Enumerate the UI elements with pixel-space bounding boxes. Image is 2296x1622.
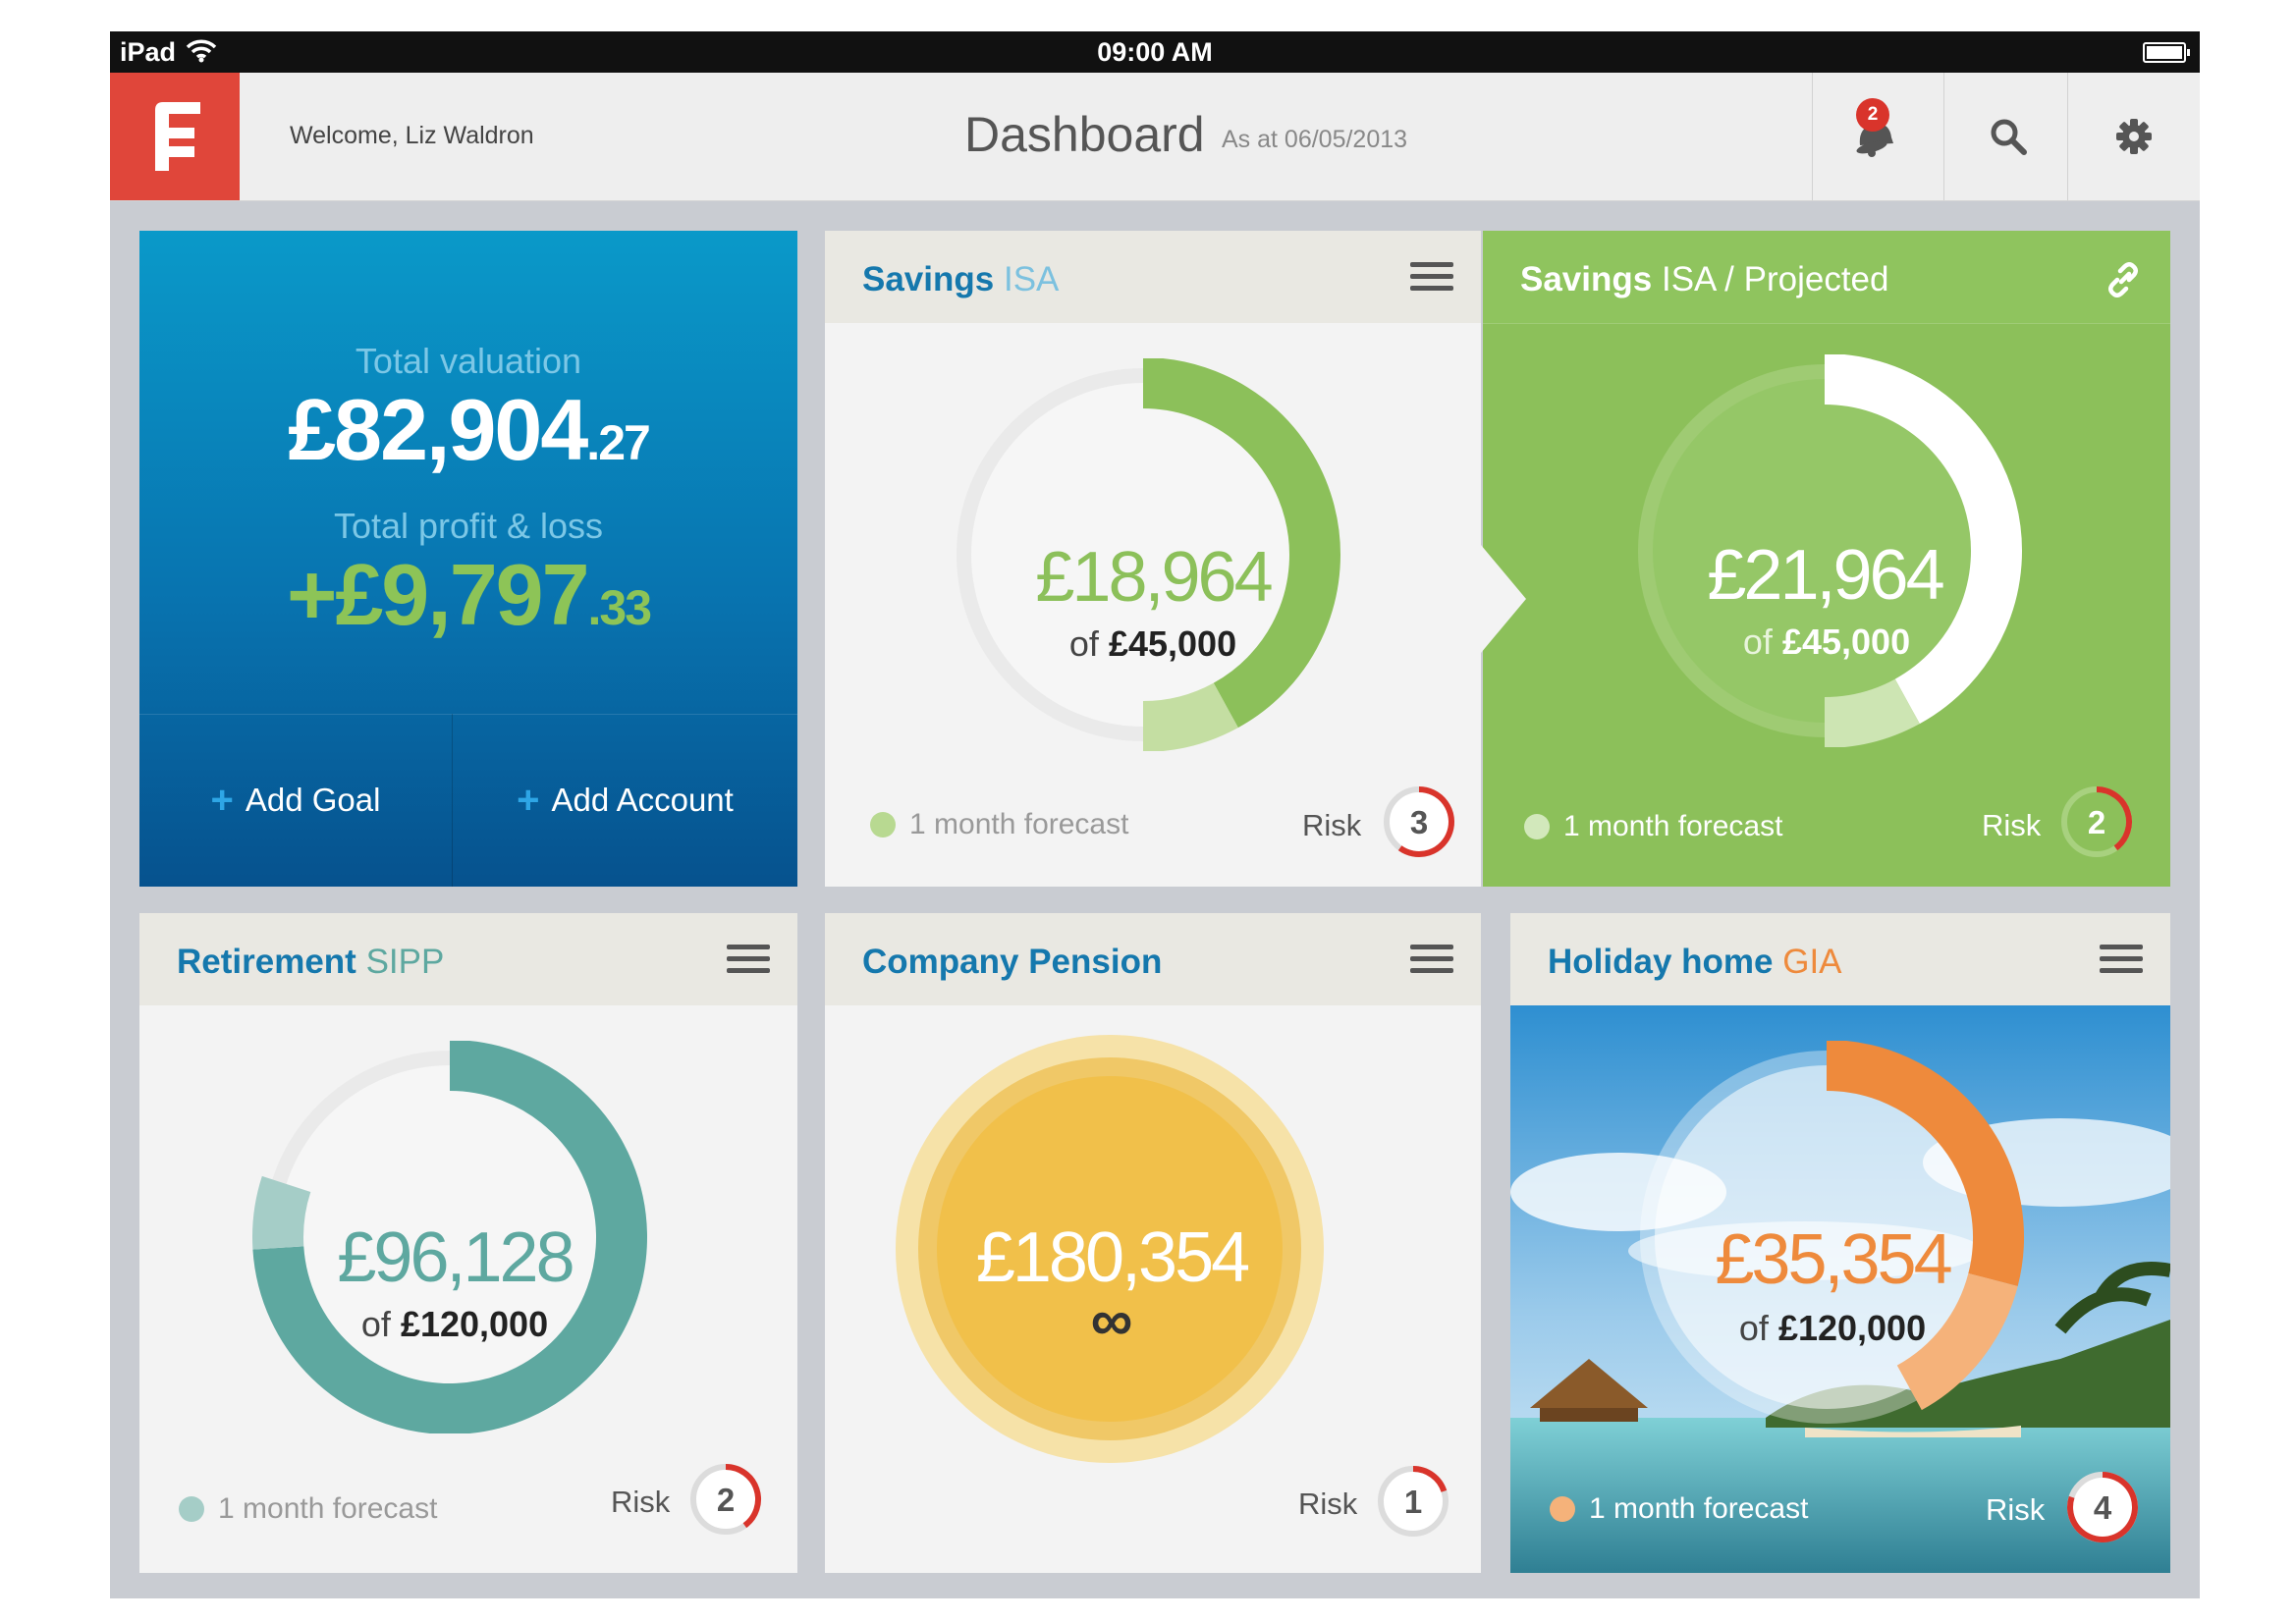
total-pl-value: +£9,797.33	[286, 546, 652, 643]
search-button[interactable]	[1943, 73, 2068, 200]
status-time: 09:00 AM	[1097, 37, 1213, 67]
as-at-date: As at 06/05/2013	[1222, 126, 1408, 153]
device-name: iPad	[120, 37, 177, 67]
menu-icon[interactable]	[2100, 943, 2143, 976]
infinity-icon: ∞	[1090, 1287, 1133, 1353]
retirement-amount: £96,128	[337, 1218, 574, 1297]
gear-icon	[2116, 119, 2152, 154]
card-title: Company Pension	[862, 943, 1163, 981]
menu-icon[interactable]	[1410, 943, 1453, 976]
risk-value: 2	[2088, 804, 2105, 840]
savings-target: of £45,000	[1068, 623, 1237, 664]
risk-indicator[interactable]: 1	[1375, 1463, 1451, 1540]
card-title: Holiday home GIA	[1548, 943, 1842, 981]
risk-label: Risk	[1302, 808, 1362, 842]
holiday-target: of £120,000	[1738, 1308, 1927, 1348]
savings-progress-ring	[957, 358, 1340, 751]
total-valuation-value: £82,904.27	[288, 381, 651, 478]
pension-amount: £180,354	[975, 1218, 1250, 1297]
savings-isa-card[interactable]: Savings ISA £18,964 of £45,000 1 month f…	[825, 231, 1481, 887]
wifi-icon	[186, 39, 217, 63]
forecast-legend: 1 month forecast	[1524, 810, 1782, 843]
link-icon[interactable]	[2104, 260, 2143, 299]
holiday-progress-ring	[1640, 1041, 2024, 1424]
ipad-screen: iPad 09:00 AM Welcome, Liz Waldron Dashb…	[110, 31, 2200, 1598]
status-bar: iPad 09:00 AM	[110, 31, 2200, 73]
logo-icon[interactable]	[110, 73, 240, 200]
company-pension-card[interactable]: Company Pension £180,354 ∞ Risk 1	[825, 913, 1481, 1573]
card-title: Retirement SIPP	[177, 943, 445, 981]
menu-icon[interactable]	[727, 943, 770, 976]
settings-button[interactable]	[2067, 73, 2200, 200]
forecast-legend: 1 month forecast	[870, 808, 1128, 841]
forecast-legend: 1 month forecast	[179, 1492, 437, 1526]
holiday-amount: £35,354	[1715, 1220, 1952, 1299]
card-title: Savings ISA / Projected	[1520, 260, 1889, 298]
total-valuation-label: Total valuation	[355, 341, 582, 381]
battery-icon	[2143, 42, 2190, 63]
risk-value: 4	[2094, 1489, 2112, 1526]
projected-progress-ring	[1638, 354, 2022, 747]
search-icon	[1991, 119, 2027, 155]
add-account-button[interactable]: + Add Account	[517, 778, 734, 822]
risk-label: Risk	[1982, 808, 2042, 842]
welcome-text: Welcome, Liz Waldron	[290, 122, 534, 149]
risk-indicator[interactable]: 2	[687, 1461, 764, 1538]
risk-indicator[interactable]: 4	[2064, 1469, 2141, 1545]
total-pl-label: Total profit & loss	[333, 506, 604, 546]
savings-projected-card[interactable]: Savings ISA / Projected £21,964 of £45,0…	[1481, 231, 2170, 887]
app-header: Welcome, Liz Waldron Dashboard As at 06/…	[110, 73, 2200, 201]
risk-value: 2	[717, 1482, 735, 1518]
risk-value: 3	[1410, 804, 1428, 840]
plus-icon: +	[210, 778, 234, 822]
savings-amount: £18,964	[1035, 538, 1273, 617]
risk-label: Risk	[1298, 1487, 1358, 1521]
forecast-legend: 1 month forecast	[1550, 1492, 1808, 1526]
add-goal-button[interactable]: + Add Goal	[210, 778, 381, 822]
summary-card: Total valuation £82,904.27 Total profit …	[139, 231, 797, 887]
pension-circle	[896, 1035, 1324, 1463]
holiday-home-card[interactable]: Holiday home GIA	[1510, 913, 2170, 1573]
menu-icon[interactable]	[1410, 260, 1453, 294]
plus-icon: +	[517, 778, 540, 822]
notification-badge: 2	[1856, 98, 1889, 132]
card-title: Savings ISA	[862, 260, 1060, 298]
risk-label: Risk	[1986, 1492, 2046, 1527]
risk-indicator[interactable]: 2	[2058, 784, 2135, 860]
transition-arrow-icon	[1481, 545, 1526, 653]
risk-value: 1	[1404, 1484, 1422, 1520]
projected-amount: £21,964	[1707, 536, 1944, 615]
retirement-target: of £120,000	[360, 1304, 549, 1344]
retirement-sipp-card[interactable]: Retirement SIPP £96,128 of £120,000 1 mo…	[139, 913, 797, 1573]
page-title: Dashboard	[964, 107, 1205, 162]
risk-label: Risk	[611, 1485, 671, 1519]
notifications-button[interactable]: 2	[1812, 73, 1944, 200]
retirement-progress-ring	[252, 1041, 647, 1433]
risk-indicator[interactable]: 3	[1381, 784, 1457, 860]
projected-target: of £45,000	[1742, 622, 1911, 662]
